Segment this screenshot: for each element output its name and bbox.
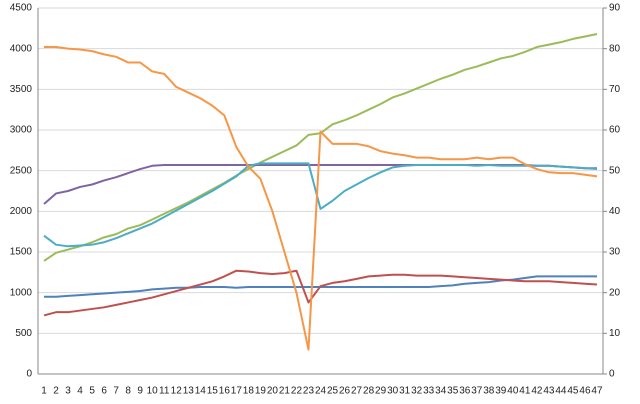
x-tick-label: 8 (125, 386, 131, 397)
x-tick-label: 41 (519, 386, 531, 397)
x-tick-label: 19 (255, 386, 267, 397)
series-line (44, 46, 598, 351)
x-tick-label: 31 (399, 386, 411, 397)
y2-tick-label: 90 (609, 3, 621, 14)
y-tick-label: 3500 (10, 84, 33, 95)
x-tick-label: 36 (459, 386, 471, 397)
x-tick-label: 22 (291, 386, 303, 397)
x-tick-label: 3 (65, 386, 71, 397)
x-tick-label: 5 (89, 386, 95, 397)
y2-tick-label: 70 (609, 84, 621, 95)
x-tick-label: 10 (147, 386, 159, 397)
y2-tick-label: 30 (609, 247, 621, 258)
y2-tick-label: 60 (609, 125, 621, 136)
x-tick-label: 12 (171, 386, 183, 397)
x-tick-label: 47 (591, 386, 603, 397)
x-tick-label: 43 (543, 386, 555, 397)
y-tick-label: 4000 (10, 43, 33, 54)
y2-tick-label: 40 (609, 206, 621, 217)
x-tick-label: 16 (219, 386, 231, 397)
y-tick-label: 1000 (10, 287, 33, 298)
x-tick-label: 20 (267, 386, 279, 397)
x-tick-label: 45 (567, 386, 579, 397)
x-tick-label: 46 (579, 386, 591, 397)
x-tick-label: 7 (113, 386, 119, 397)
x-tick-label: 39 (495, 386, 507, 397)
series-line (43, 269, 598, 317)
y2-tick-label: 10 (609, 328, 621, 339)
x-tick-label: 32 (411, 386, 423, 397)
x-tick-label: 6 (101, 386, 107, 397)
x-tick-label: 29 (375, 386, 387, 397)
x-tick-label: 18 (243, 386, 255, 397)
y-tick-label: 500 (15, 328, 32, 339)
x-tick-label: 25 (327, 386, 339, 397)
x-tick-label: 21 (279, 386, 291, 397)
x-tick-label: 30 (387, 386, 399, 397)
x-tick-label: 13 (183, 386, 195, 397)
x-tick-label: 9 (137, 386, 143, 397)
y2-tick-label: 0 (609, 369, 615, 380)
x-tick-label: 35 (447, 386, 459, 397)
y2-tick-label: 20 (609, 287, 621, 298)
x-tick-label: 38 (483, 386, 495, 397)
x-tick-label: 17 (231, 386, 243, 397)
x-tick-label: 33 (423, 386, 435, 397)
y-tick-label: 1500 (10, 247, 33, 258)
x-tick-label: 15 (207, 386, 219, 397)
x-tick-label: 42 (531, 386, 543, 397)
y-tick-label: 2500 (10, 165, 33, 176)
x-tick-label: 27 (351, 386, 363, 397)
y2-tick-label: 80 (609, 43, 621, 54)
x-tick-label: 34 (435, 386, 447, 397)
x-tick-label: 14 (195, 386, 207, 397)
y2-tick-label: 50 (609, 165, 621, 176)
x-tick-label: 37 (471, 386, 483, 397)
x-tick-label: 1 (41, 386, 47, 397)
x-tick-label: 2 (53, 386, 59, 397)
x-tick-label: 28 (363, 386, 375, 397)
x-tick-label: 23 (303, 386, 315, 397)
x-tick-label: 40 (507, 386, 519, 397)
y-tick-label: 0 (26, 369, 32, 380)
x-tick-label: 26 (339, 386, 351, 397)
series-line (43, 162, 598, 248)
x-tick-label: 4 (77, 386, 83, 397)
x-tick-label: 24 (315, 386, 327, 397)
x-tick-label: 44 (555, 386, 567, 397)
y-tick-label: 2000 (10, 206, 33, 217)
x-tick-label: 11 (159, 386, 170, 397)
y-tick-label: 4500 (10, 3, 33, 14)
y-tick-label: 3000 (10, 125, 33, 136)
